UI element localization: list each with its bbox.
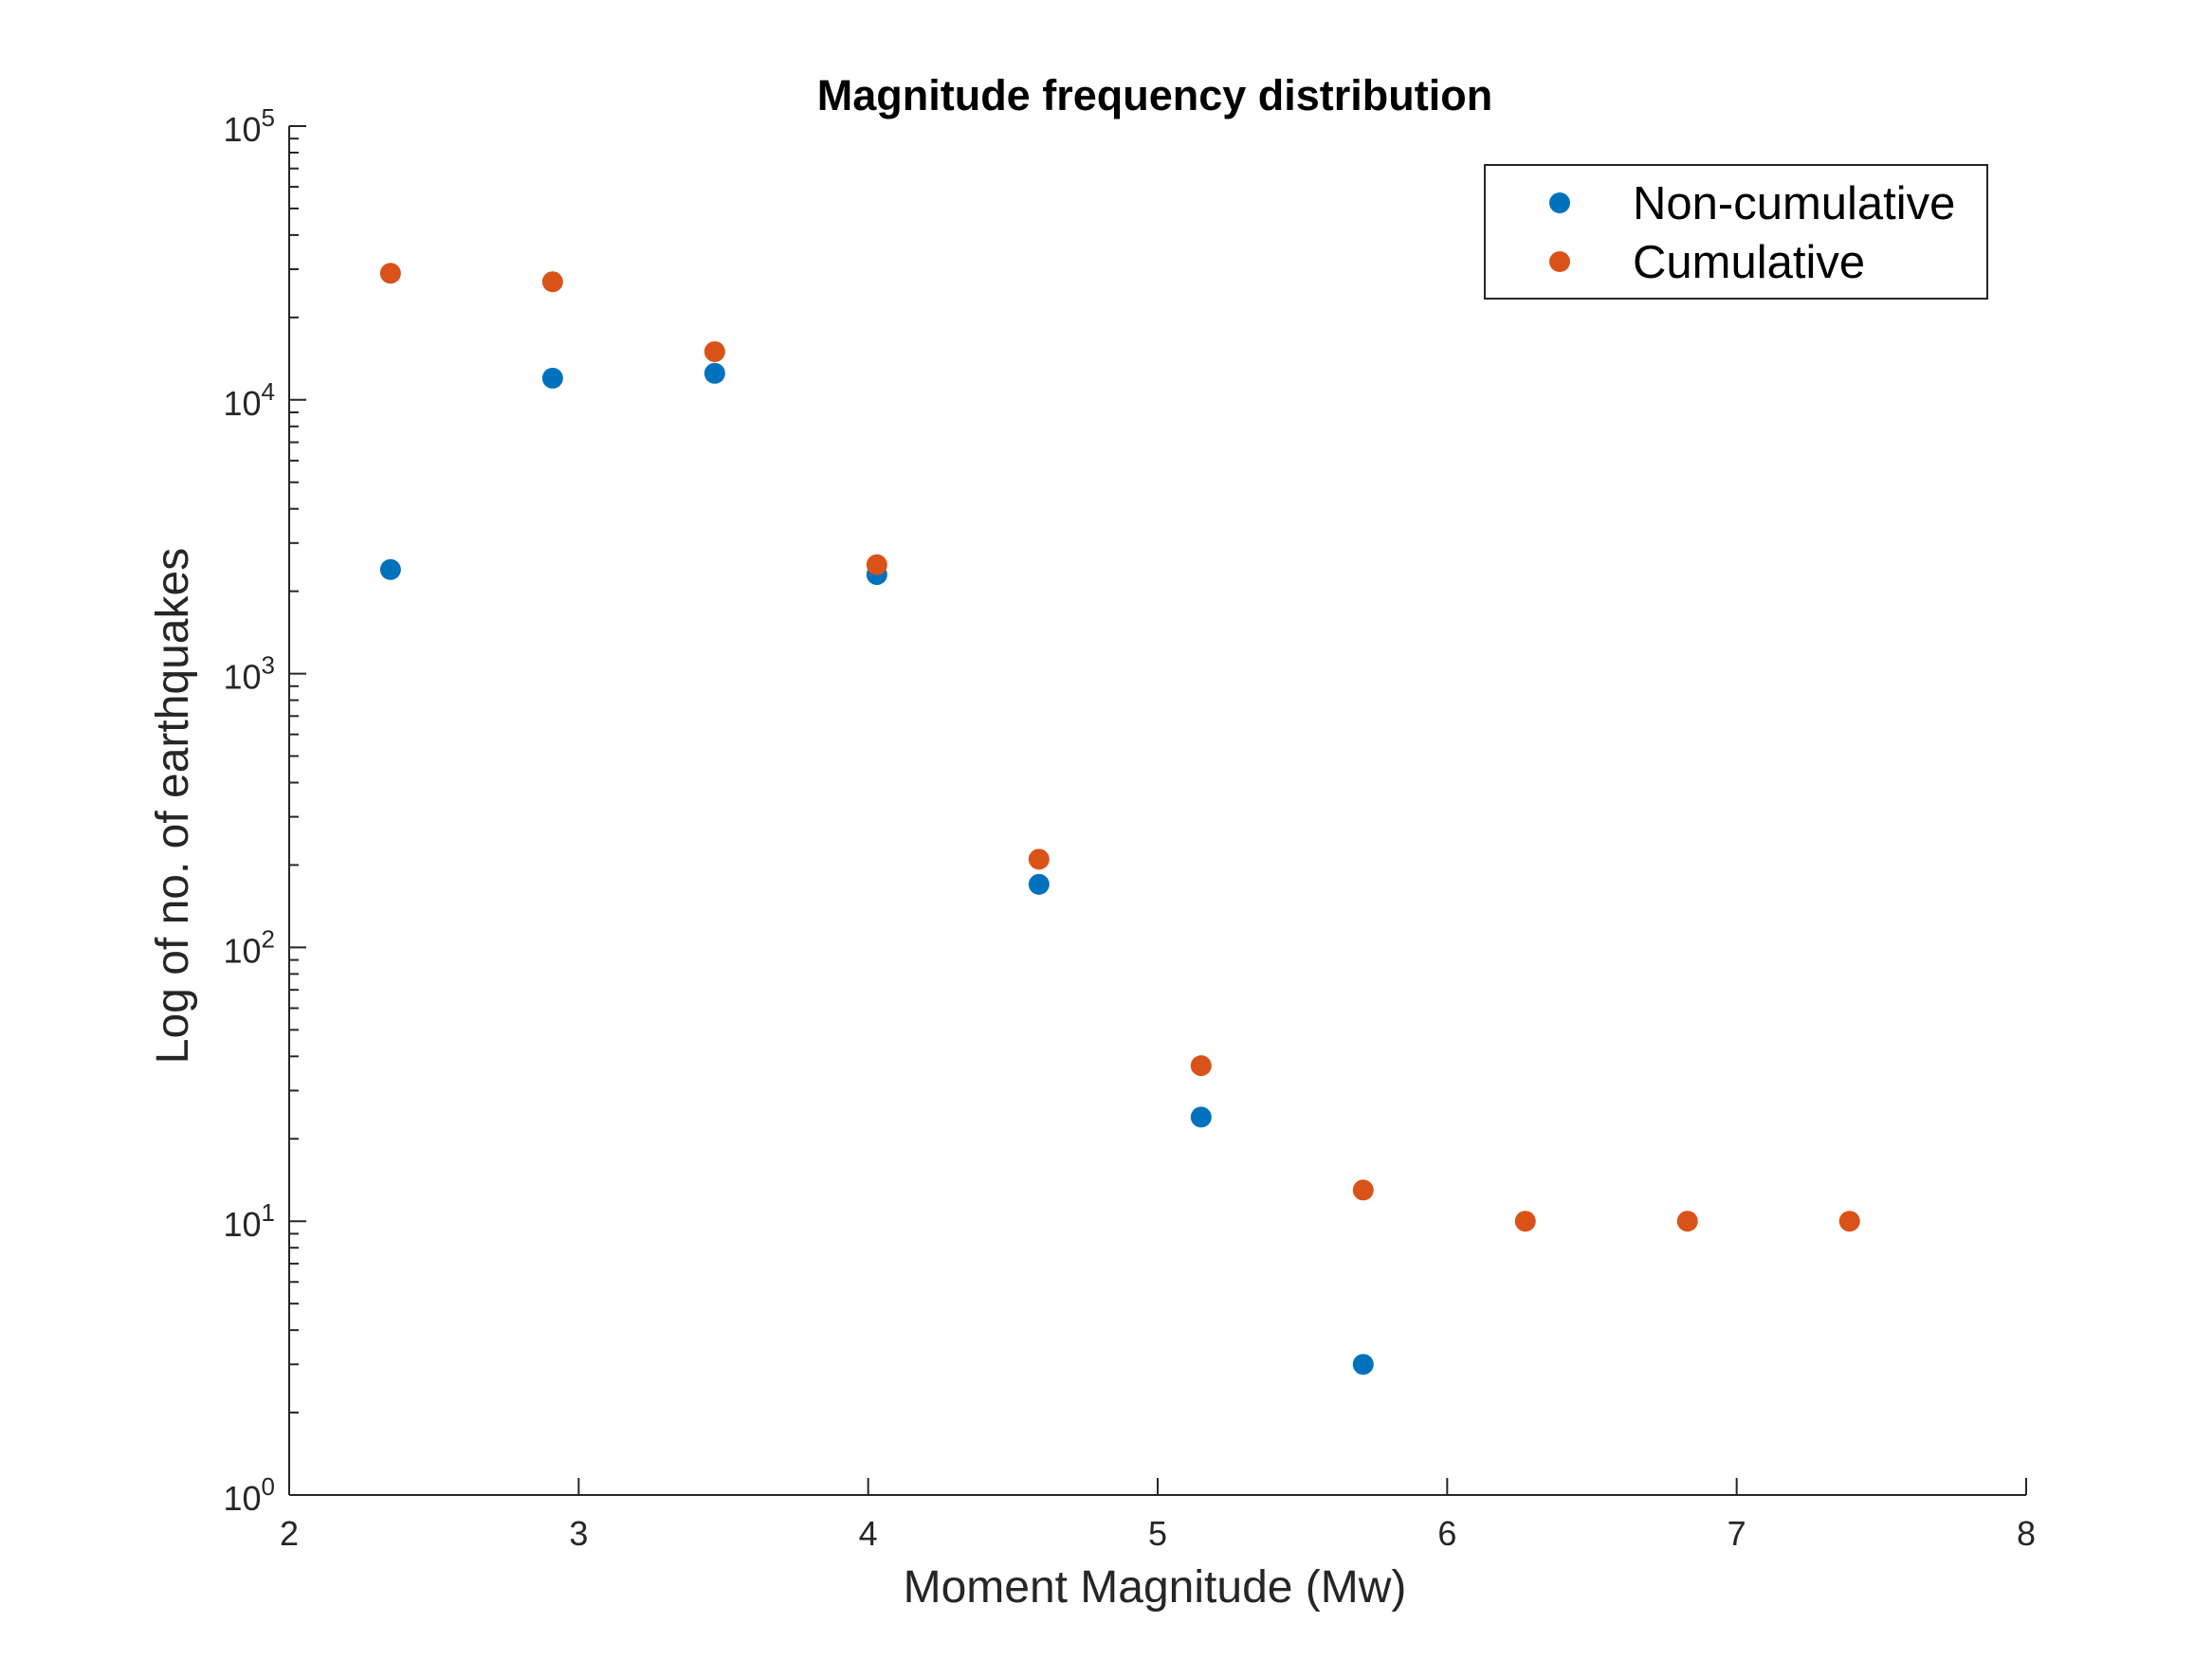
data-point [541, 271, 563, 293]
data-point [866, 554, 887, 575]
x-axis-title: Moment Magnitude (Mw) [904, 1562, 1407, 1613]
x-tick-label: 7 [1728, 1514, 1746, 1553]
y-tick-label: 105 [223, 103, 275, 149]
legend-label: Cumulative [1633, 237, 1865, 288]
legend-box [1484, 164, 1988, 300]
y-tick-base: 10 [223, 110, 261, 149]
x-tick-label: 8 [2017, 1514, 2036, 1553]
data-point [1352, 1354, 1374, 1376]
y-axis-title: Log of no. of earthquakes [148, 548, 198, 1064]
data-point [1838, 1211, 1860, 1232]
data-point [379, 558, 401, 580]
data-point [1028, 848, 1050, 870]
y-tick-base: 10 [223, 658, 261, 697]
data-point [541, 367, 563, 389]
data-point [1352, 1179, 1374, 1201]
y-tick-base: 10 [223, 1479, 261, 1518]
data-point [379, 263, 401, 284]
legend: Non-cumulative Cumulative [1484, 164, 1988, 300]
y-tick-exponent: 1 [262, 1198, 275, 1227]
legend-label: Non-cumulative [1633, 178, 1955, 229]
data-point [1676, 1211, 1698, 1232]
x-tick-label: 5 [1148, 1514, 1167, 1553]
y-tick-label: 102 [223, 924, 275, 970]
series-cumulative [379, 263, 1860, 1232]
y-tick-exponent: 3 [262, 651, 275, 680]
data-point [1514, 1211, 1536, 1232]
data-point [1190, 1055, 1212, 1077]
data-point [704, 362, 725, 384]
data-point [1190, 1106, 1212, 1128]
y-tick-label: 104 [223, 377, 275, 423]
y-tick-base: 10 [223, 1205, 261, 1244]
y-tick-base: 10 [223, 384, 261, 423]
y-tick-label: 103 [223, 651, 275, 697]
x-tick-label: 4 [859, 1514, 878, 1553]
x-tick-label: 6 [1437, 1514, 1456, 1553]
x-tick-label: 2 [280, 1514, 299, 1553]
data-points [379, 263, 1860, 1376]
y-tick-exponent: 4 [262, 377, 275, 406]
y-tick-label: 101 [223, 1198, 275, 1244]
y-tick-exponent: 2 [262, 924, 275, 953]
y-tick-base: 10 [223, 931, 261, 970]
chart-title: Magnitude frequency distribution [817, 71, 1493, 119]
legend-marker [1549, 251, 1570, 272]
x-tick-label: 3 [569, 1514, 588, 1553]
y-tick-label: 100 [223, 1472, 275, 1518]
y-tick-exponent: 5 [262, 103, 275, 132]
legend-marker [1549, 192, 1570, 213]
data-point [704, 340, 725, 362]
data-point [1028, 873, 1050, 895]
y-tick-exponent: 0 [262, 1472, 275, 1501]
